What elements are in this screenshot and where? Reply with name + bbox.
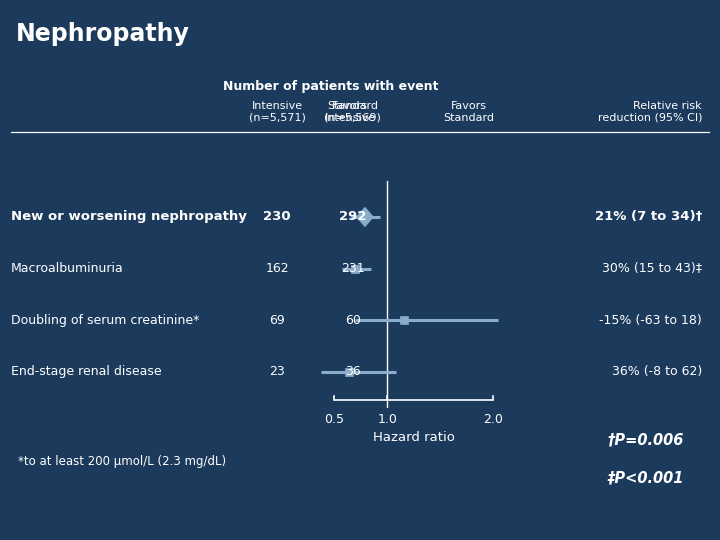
Text: ‡P<0.001: ‡P<0.001 xyxy=(608,470,684,485)
Text: 230: 230 xyxy=(264,211,291,224)
Text: Favors
Standard: Favors Standard xyxy=(444,100,495,123)
Text: -15% (-63 to 18): -15% (-63 to 18) xyxy=(599,314,702,327)
Text: 162: 162 xyxy=(266,262,289,275)
Text: Number of patients with event: Number of patients with event xyxy=(223,80,439,93)
Text: Relative risk
reduction (95% CI): Relative risk reduction (95% CI) xyxy=(598,100,702,123)
Text: 30% (15 to 43)‡: 30% (15 to 43)‡ xyxy=(602,262,702,275)
Text: Favors
Intensive: Favors Intensive xyxy=(325,100,376,123)
Polygon shape xyxy=(357,208,373,226)
Text: Macroalbuminuria: Macroalbuminuria xyxy=(11,262,124,275)
Text: 36: 36 xyxy=(345,365,361,378)
Text: Hazard ratio: Hazard ratio xyxy=(372,431,454,444)
Text: New or worsening nephropathy: New or worsening nephropathy xyxy=(11,211,247,224)
Text: Standard
(n=5,569): Standard (n=5,569) xyxy=(325,100,381,123)
Text: *to at least 200 μmol/L (2.3 mg/dL): *to at least 200 μmol/L (2.3 mg/dL) xyxy=(18,455,226,468)
Text: 1.0: 1.0 xyxy=(377,413,397,426)
Text: 2.0: 2.0 xyxy=(483,413,503,426)
Text: 60: 60 xyxy=(345,314,361,327)
Text: 292: 292 xyxy=(339,211,366,224)
Text: Nephropathy: Nephropathy xyxy=(16,22,189,46)
Text: 23: 23 xyxy=(269,365,285,378)
Text: 21% (7 to 34)†: 21% (7 to 34)† xyxy=(595,211,702,224)
Text: End-stage renal disease: End-stage renal disease xyxy=(11,365,161,378)
Text: 231: 231 xyxy=(341,262,364,275)
Text: 36% (-8 to 62): 36% (-8 to 62) xyxy=(612,365,702,378)
Text: 69: 69 xyxy=(269,314,285,327)
Text: 0.5: 0.5 xyxy=(324,413,344,426)
Text: †P=0.006: †P=0.006 xyxy=(608,433,684,448)
Text: Doubling of serum creatinine*: Doubling of serum creatinine* xyxy=(11,314,199,327)
Text: Intensive
(n=5,571): Intensive (n=5,571) xyxy=(249,100,305,123)
